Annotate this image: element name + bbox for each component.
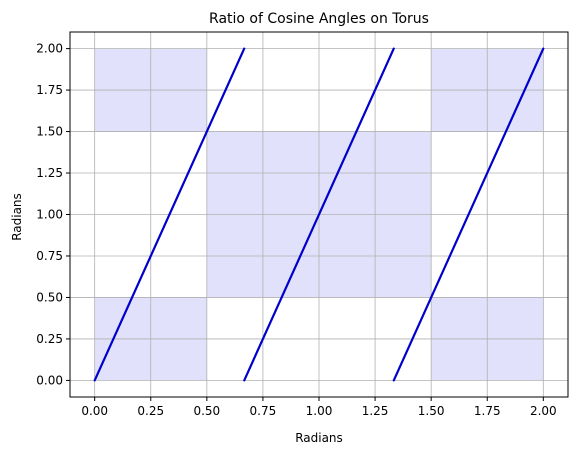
- series-line-1: [243, 47, 395, 382]
- x-tick-label-0: 0.00: [81, 404, 108, 418]
- x-tick-label-8: 2.00: [530, 404, 557, 418]
- series-line-0: [93, 47, 246, 382]
- y-tick-label-4: 1.00: [36, 208, 63, 222]
- ticks: 0.00 0.25 0.50 0.75 1.00 1.25 1.50 1.75 2.00 0.00…: [36, 42, 556, 418]
- x-tick-label-6: 1.50: [418, 404, 445, 418]
- x-axis-title: Radians: [295, 431, 343, 445]
- y-tick-label-0: 0.00: [36, 373, 63, 387]
- y-tick-label-2: 0.50: [36, 290, 63, 304]
- x-tick-label-3: 0.75: [250, 404, 277, 418]
- x-tick-label-7: 1.75: [474, 404, 501, 418]
- y-tick-label-8: 2.00: [36, 42, 63, 56]
- y-tick-label-7: 1.75: [36, 83, 63, 97]
- grid: [70, 32, 568, 397]
- y-tick-label-6: 1.50: [36, 125, 63, 139]
- series-lines: [93, 47, 545, 382]
- y-axis-title: Radians: [10, 193, 24, 241]
- series-line-2: [392, 47, 545, 382]
- x-tick-label-2: 0.50: [193, 404, 220, 418]
- x-tick-label-1: 0.25: [137, 404, 164, 418]
- x-tick-label-5: 1.25: [362, 404, 389, 418]
- y-tick-label-5: 1.25: [36, 166, 63, 180]
- chart-title: Ratio of Cosine Angles on Torus: [209, 11, 429, 27]
- x-tick-label-4: 1.00: [306, 404, 333, 418]
- y-tick-label-3: 0.75: [36, 249, 63, 263]
- y-tick-label-1: 0.25: [36, 332, 63, 346]
